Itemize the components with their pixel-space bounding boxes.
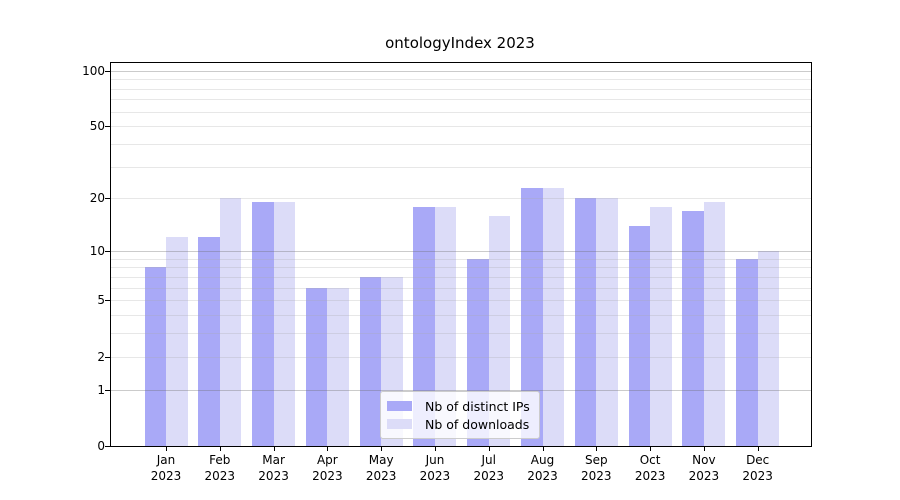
gridline-minor-5 [111,300,811,302]
bar-downloads-jan [166,237,188,446]
legend: Nb of distinct IPs Nb of downloads [380,391,540,439]
y-tick-mark-1 [105,389,110,391]
gridline-minor-70 [111,99,811,101]
gridline-minor-80 [111,88,811,90]
gridline-minor-40 [111,143,811,145]
bar-ips-jan [144,267,166,446]
gridline-minor-6 [111,287,811,289]
bar-downloads-jun [434,206,457,446]
bar-ips-sep [574,198,597,446]
y-tick-mark-0 [105,446,110,447]
y-tick-mark-5 [105,300,110,302]
gridline-minor-2 [111,356,811,358]
legend-label-distinct-ips: Nb of distinct IPs [425,398,530,414]
x-tick-label-feb: Feb 2023 [204,453,236,483]
gridline-minor-30 [111,166,811,168]
gridline-major-100 [111,70,811,72]
gridline-minor-20 [111,198,811,200]
legend-swatch-distinct-ips [387,401,412,411]
y-tick-label-10: 10 [89,243,105,258]
x-tick-label-dec: Dec 2023 [742,453,773,483]
x-tick-mark-may [381,447,383,451]
bar-ips-oct [628,225,651,446]
x-tick-label-jun: Jun 2023 [419,453,451,483]
x-tick-label-may: May 2023 [365,453,397,483]
x-tick-mark-nov [703,447,705,451]
bar-ips-apr [305,287,328,446]
bar-downloads-dec [757,251,780,446]
bar-downloads-apr [327,287,349,446]
bar-ips-nov [682,210,704,446]
legend-item-downloads: Nb of downloads [387,415,530,433]
legend-label-downloads: Nb of downloads [425,416,530,432]
y-tick-mark-50 [105,126,110,128]
y-tick-label-5: 5 [97,293,105,308]
x-tick-mark-dec [757,447,759,451]
bar-downloads-mar [273,202,296,446]
y-tick-label-2: 2 [97,349,105,364]
y-tick-label-100: 100 [82,63,105,78]
bar-downloads-oct [650,206,672,446]
gridline-minor-3 [111,333,811,335]
y-tick-mark-20 [105,198,110,200]
plot-area: 0 1 2 5 10 20 50 100 Jan 2023 Feb 2023 Mar 2023 Ap… [82,62,812,483]
gridline-minor-4 [111,315,811,317]
x-tick-mark-apr [327,447,329,451]
x-tick-mark-oct [650,447,652,451]
y-tick-mark-10 [105,250,110,252]
x-tick-mark-feb [219,447,221,451]
bar-downloads-aug [542,187,565,446]
x-tick-label-oct: Oct 2023 [634,453,666,483]
y-tick-label-20: 20 [89,191,105,206]
x-tick-mark-aug [542,447,544,451]
x-tick-label-nov: Nov 2023 [688,453,720,483]
gridline-major-1 [111,389,811,391]
y-tick-mark-2 [105,356,110,358]
x-tick-label-aug: Aug 2023 [527,453,558,483]
bar-ips-jun [413,206,435,446]
bar-downloads-feb [219,198,242,446]
bar-ips-feb [198,237,220,446]
bar-ips-aug [521,187,543,446]
bar-ips-dec [736,258,758,446]
bar-downloads-sep [596,198,618,446]
x-tick-mark-jun [434,447,436,451]
bar-ips-mar [252,202,274,446]
x-tick-mark-mar [273,447,275,451]
gridline-minor-9 [111,258,811,260]
x-tick-label-sep: Sep 2023 [581,453,612,483]
x-tick-label-mar: Mar 2023 [258,453,289,483]
y-tick-mark-100 [105,70,110,72]
y-tick-label-1: 1 [97,382,105,397]
gridline-major-10 [111,250,811,252]
legend-item-distinct-ips: Nb of distinct IPs [387,397,530,415]
x-tick-mark-sep [596,447,598,451]
bar-downloads-jul [488,215,511,446]
gridline-minor-60 [111,111,811,113]
chart-title: ontologyIndex 2023 [385,34,535,52]
legend-swatch-downloads [387,419,412,429]
x-tick-label-jan: Jan 2023 [150,453,182,483]
gridline-minor-8 [111,267,811,269]
y-tick-label-50: 50 [89,119,105,134]
gridline-minor-90 [111,79,811,81]
x-tick-label-apr: Apr 2023 [312,453,343,483]
bar-ips-may [359,276,382,446]
bar-downloads-nov [703,202,726,446]
x-tick-mark-jan [166,447,167,451]
gridline-minor-50 [111,126,811,128]
x-tick-label-jul: Jul 2023 [473,453,504,483]
gridline-minor-7 [111,276,811,278]
x-tick-mark-jul [488,447,490,451]
y-tick-label-0: 0 [97,439,105,453]
